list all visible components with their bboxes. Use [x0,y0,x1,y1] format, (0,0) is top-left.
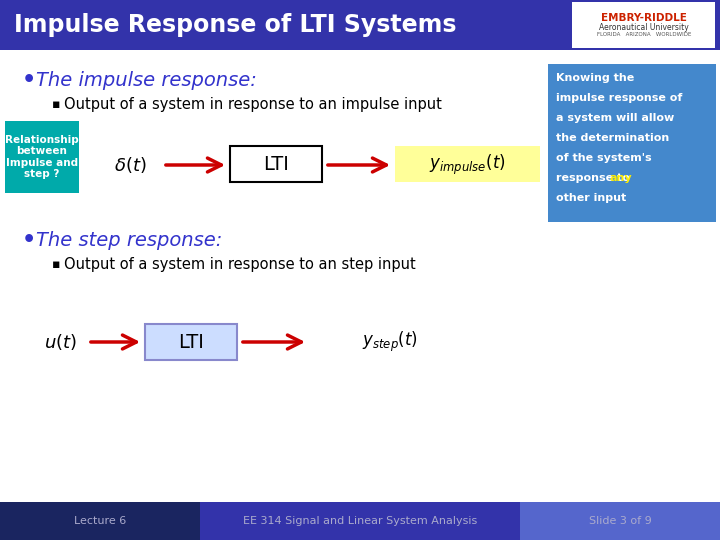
Text: •: • [22,230,36,250]
Bar [0,50,720,502]
Text: other input: other input [556,193,626,203]
Text: response to: response to [556,173,634,183]
Text: The impulse response:: The impulse response: [36,71,257,90]
Text: $u(t)$: $u(t)$ [43,332,76,352]
Text: ▪: ▪ [52,98,60,111]
Text: The step response:: The step response: [36,231,222,249]
Text: Aeronautical University: Aeronautical University [599,23,689,31]
Text: LTI: LTI [178,333,204,352]
Text: LTI: LTI [263,156,289,174]
Text: $\delta(t)$: $\delta(t)$ [114,155,146,175]
Bar [145,324,237,360]
Text: a system will allow: a system will allow [556,113,674,123]
Text: impulse response of: impulse response of [556,93,683,103]
Text: Knowing the: Knowing the [556,73,634,83]
Text: Output of a system in response to an impulse input: Output of a system in response to an imp… [64,98,442,112]
Bar [520,502,720,540]
Text: Output of a system in response to an step input: Output of a system in response to an ste… [64,256,415,272]
Text: EMBRY-RIDDLE: EMBRY-RIDDLE [601,13,687,23]
Text: $y_{step}(t)$: $y_{step}(t)$ [362,330,418,354]
Text: Slide 3 of 9: Slide 3 of 9 [589,516,652,526]
Text: any: any [610,173,633,183]
Text: EE 314 Signal and Linear System Analysis: EE 314 Signal and Linear System Analysis [243,516,477,526]
Bar [0,502,200,540]
Bar [395,146,540,182]
Bar [572,2,715,48]
Text: ▪: ▪ [52,258,60,271]
Text: $y_{impulse}(t)$: $y_{impulse}(t)$ [428,153,505,177]
Text: Lecture 6: Lecture 6 [74,516,126,526]
Bar [548,64,716,222]
Bar [0,0,720,50]
Text: Impulse Response of LTI Systems: Impulse Response of LTI Systems [14,13,456,37]
Bar [230,146,322,182]
Bar [200,502,520,540]
Text: Relationship
between
Impulse and
step ?: Relationship between Impulse and step ? [5,134,79,179]
Text: of the system's: of the system's [556,153,652,163]
Text: the determination: the determination [556,133,670,143]
Text: •: • [22,70,36,90]
Text: FLORIDA   ARIZONA   WORLDWIDE: FLORIDA ARIZONA WORLDWIDE [597,32,691,37]
Bar [5,121,79,193]
